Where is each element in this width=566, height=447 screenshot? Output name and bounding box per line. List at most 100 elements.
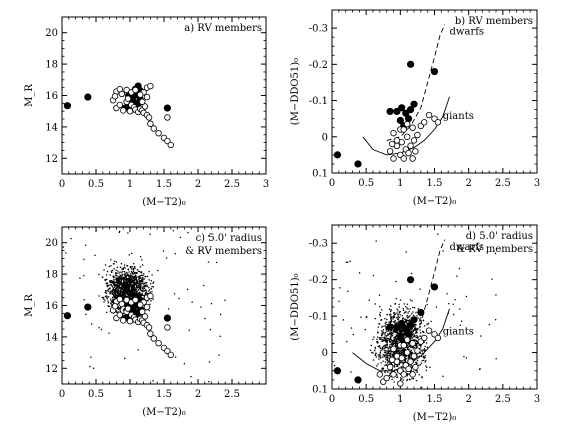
field-star-point <box>125 277 127 280</box>
field-star-point <box>416 332 418 334</box>
field-star-point <box>111 300 113 303</box>
field-star-point <box>391 378 393 381</box>
field-star-point <box>399 311 401 313</box>
field-star-point <box>400 330 402 332</box>
field-star-point <box>389 352 392 354</box>
field-star-point <box>146 292 148 295</box>
field-star-point <box>123 278 126 280</box>
field-star-point <box>421 349 423 351</box>
field-star-point <box>135 282 137 284</box>
field-star-point <box>115 281 118 283</box>
field-star-point <box>388 357 390 359</box>
field-star-point <box>399 377 402 379</box>
field-star-point <box>463 355 465 358</box>
open-member-point <box>393 353 401 360</box>
open-member-point <box>116 296 123 303</box>
field-star-point <box>111 271 113 274</box>
field-star-point <box>105 282 107 284</box>
field-star-point <box>377 336 379 338</box>
field-star-point <box>135 287 137 289</box>
field-star-point <box>104 279 106 282</box>
field-star-point <box>110 284 113 286</box>
field-star-point <box>409 379 411 381</box>
field-star-point <box>110 280 113 282</box>
field-star-point <box>393 364 395 367</box>
open-member-point <box>119 107 127 114</box>
field-star-point <box>403 350 405 352</box>
field-star-point <box>393 354 395 356</box>
field-star-point <box>132 291 134 293</box>
field-star-point <box>384 355 386 357</box>
field-star-point <box>411 329 413 331</box>
field-star-point <box>84 244 87 246</box>
field-star-point <box>104 279 106 281</box>
field-star-point <box>376 342 379 344</box>
field-star-point <box>390 353 392 355</box>
field-star-point <box>122 312 124 315</box>
field-star-point <box>123 273 125 276</box>
field-star-point <box>126 286 128 288</box>
field-star-point <box>116 295 119 297</box>
field-star-point <box>178 297 180 300</box>
field-star-point <box>381 340 383 342</box>
field-star-point <box>127 284 130 286</box>
field-star-point <box>377 326 380 328</box>
field-star-point <box>145 275 147 278</box>
field-star-point <box>381 330 383 332</box>
open-member-point <box>409 371 416 378</box>
field-star-point <box>129 277 131 279</box>
field-star-point <box>413 329 415 331</box>
field-star-point <box>389 333 392 335</box>
open-member-point <box>124 95 132 102</box>
field-star-point <box>382 325 384 328</box>
field-star-point <box>423 356 425 358</box>
field-star-point <box>419 320 421 322</box>
field-star-point <box>392 339 395 341</box>
field-star-point <box>122 281 125 284</box>
filled-member-point <box>406 60 415 68</box>
field-star-point <box>417 308 420 310</box>
field-star-point <box>419 332 422 334</box>
field-star-point <box>390 321 392 323</box>
field-star-point <box>113 267 115 270</box>
field-star-point <box>107 296 110 298</box>
field-star-point <box>376 340 379 343</box>
y-tick-label: 20 <box>45 28 58 39</box>
field-star-point <box>143 282 145 285</box>
field-star-point <box>398 316 401 319</box>
field-star-point <box>424 355 427 357</box>
field-star-point <box>425 369 428 372</box>
field-star-point <box>128 276 130 278</box>
field-star-point <box>132 292 134 294</box>
field-star-point <box>149 303 151 305</box>
field-star-point <box>131 289 133 292</box>
field-star-point <box>379 305 381 308</box>
y-tick-label: 20 <box>45 238 58 249</box>
field-star-point <box>381 346 384 349</box>
field-star-point <box>129 274 132 276</box>
field-star-point <box>404 358 406 361</box>
field-star-point <box>135 292 138 294</box>
field-star-point <box>422 349 424 351</box>
field-star-point <box>127 269 130 271</box>
field-star-point <box>112 300 114 302</box>
field-star-point <box>132 269 135 271</box>
field-star-point <box>151 286 153 288</box>
field-star-point <box>408 348 410 350</box>
field-star-point <box>114 285 116 287</box>
field-star-point <box>402 379 404 381</box>
field-star-point <box>494 319 497 321</box>
field-star-point <box>115 261 118 263</box>
field-star-point <box>121 277 123 280</box>
field-star-point <box>121 286 123 288</box>
field-star-point <box>119 287 121 289</box>
open-member-point <box>405 365 412 373</box>
field-star-point <box>379 311 382 314</box>
field-star-point <box>420 355 423 357</box>
field-star-point <box>391 342 393 344</box>
field-star-point <box>116 285 118 287</box>
open-member-point <box>390 155 397 162</box>
field-star-point <box>143 295 145 297</box>
open-member-point <box>400 342 407 349</box>
field-star-point <box>142 283 144 285</box>
